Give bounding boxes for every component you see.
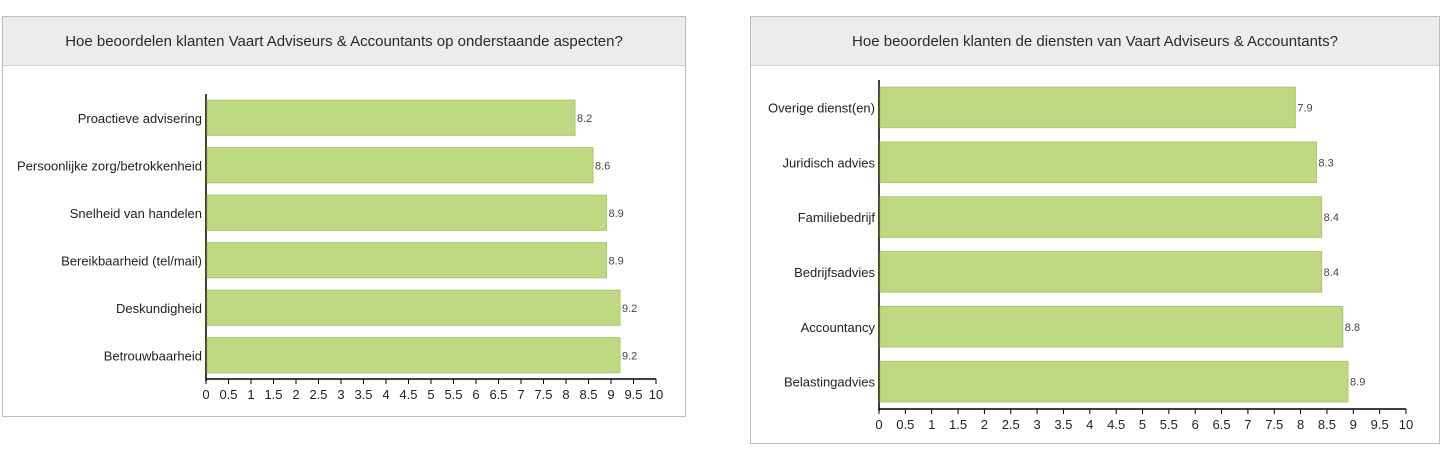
category-label: Persoonlijke zorg/betrokkenheid xyxy=(17,158,202,173)
x-tick-label: 4.5 xyxy=(399,387,417,402)
x-tick-label: 4.5 xyxy=(1107,417,1125,432)
data-label: 8.6 xyxy=(595,160,610,172)
chart-panel-aspects: Hoe beoordelen klanten Vaart Adviseurs &… xyxy=(2,16,686,417)
x-tick-label: 9 xyxy=(607,387,614,402)
x-tick-label: 3 xyxy=(337,387,344,402)
bar xyxy=(879,196,1323,238)
category-label: Familiebedrijf xyxy=(798,210,876,225)
bar xyxy=(879,141,1317,184)
data-label: 9.2 xyxy=(622,350,637,362)
x-tick-label: 10 xyxy=(1399,417,1413,432)
category-label: Snelheid van handelen xyxy=(70,206,202,221)
x-tick-label: 2.5 xyxy=(309,387,327,402)
x-tick-label: 9.5 xyxy=(1371,417,1389,432)
bar xyxy=(206,337,621,374)
x-tick-label: 2 xyxy=(292,387,299,402)
x-tick-label: 8 xyxy=(1297,417,1304,432)
x-tick-label: 6.5 xyxy=(1213,417,1231,432)
data-label: 8.4 xyxy=(1324,267,1339,279)
x-tick-label: 5.5 xyxy=(444,387,462,402)
bar xyxy=(879,86,1296,129)
x-tick-label: 7.5 xyxy=(534,387,552,402)
x-tick-label: 7 xyxy=(1244,417,1251,432)
chart-title: Hoe beoordelen klanten Vaart Adviseurs &… xyxy=(3,17,685,66)
x-tick-label: 5 xyxy=(427,387,434,402)
bar xyxy=(206,194,607,231)
bar xyxy=(879,305,1344,348)
bar xyxy=(206,147,594,184)
data-label: 8.4 xyxy=(1324,212,1339,224)
x-tick-label: 1 xyxy=(247,387,254,402)
category-label: Bedrijfsadvies xyxy=(794,265,875,280)
data-label: 8.9 xyxy=(1350,377,1365,389)
category-label: Overige dienst(en) xyxy=(768,100,875,115)
x-tick-label: 0 xyxy=(875,417,882,432)
data-label: 8.9 xyxy=(609,208,624,220)
bar-chart-services: Overige dienst(en) 7.9 Juridisch advies 8.3… xyxy=(768,80,1413,432)
x-tick-label: 6 xyxy=(1192,417,1199,432)
category-label: Deskundigheid xyxy=(116,301,202,316)
x-tick-label: 4 xyxy=(382,387,389,402)
x-tick-label: 6.5 xyxy=(489,387,507,402)
x-tick-label: 8.5 xyxy=(1318,417,1336,432)
data-label: 8.2 xyxy=(577,113,592,125)
x-tick-label: 0.5 xyxy=(896,417,914,432)
x-tick-label: 0.5 xyxy=(219,387,237,402)
x-tick-label: 9 xyxy=(1350,417,1357,432)
x-tick-label: 2 xyxy=(981,417,988,432)
data-label: 9.2 xyxy=(622,303,637,315)
bar-chart-aspects: Proactieve advisering 8.2 Persoonlijke zor… xyxy=(17,94,663,402)
x-tick-label: 8.5 xyxy=(579,387,597,402)
x-tick-label: 3 xyxy=(1033,417,1040,432)
x-tick-label: 1 xyxy=(928,417,935,432)
category-label: Bereikbaarheid (tel/mail) xyxy=(61,253,202,268)
category-label: Accountancy xyxy=(801,320,876,335)
x-tick-label: 5 xyxy=(1139,417,1146,432)
bar xyxy=(206,99,576,136)
data-label: 8.8 xyxy=(1345,322,1360,334)
x-tick-label: 1.5 xyxy=(264,387,282,402)
chart-panel-services: Hoe beoordelen klanten de diensten van V… xyxy=(750,16,1440,444)
x-tick-label: 1.5 xyxy=(949,417,967,432)
bar xyxy=(879,360,1349,403)
x-tick-label: 7 xyxy=(517,387,524,402)
bar xyxy=(206,242,607,279)
data-label: 7.9 xyxy=(1297,102,1312,114)
x-tick-label: 3.5 xyxy=(354,387,372,402)
x-tick-label: 7.5 xyxy=(1265,417,1283,432)
x-tick-label: 8 xyxy=(562,387,569,402)
x-tick-label: 5.5 xyxy=(1160,417,1178,432)
category-label: Betrouwbaarheid xyxy=(104,348,202,363)
chart-title: Hoe beoordelen klanten de diensten van V… xyxy=(751,17,1439,66)
x-tick-label: 3.5 xyxy=(1054,417,1072,432)
data-label: 8.3 xyxy=(1318,157,1333,169)
x-tick-label: 9.5 xyxy=(624,387,642,402)
x-tick-label: 4 xyxy=(1086,417,1093,432)
data-label: 8.9 xyxy=(609,255,624,267)
x-tick-label: 6 xyxy=(472,387,479,402)
x-tick-label: 2.5 xyxy=(1002,417,1020,432)
bar xyxy=(879,251,1323,293)
category-label: Belastingadvies xyxy=(784,375,876,390)
category-label: Proactieve advisering xyxy=(78,111,202,126)
category-label: Juridisch advies xyxy=(783,155,876,170)
x-tick-label: 10 xyxy=(649,387,663,402)
x-tick-label: 0 xyxy=(202,387,209,402)
bar xyxy=(206,289,621,326)
